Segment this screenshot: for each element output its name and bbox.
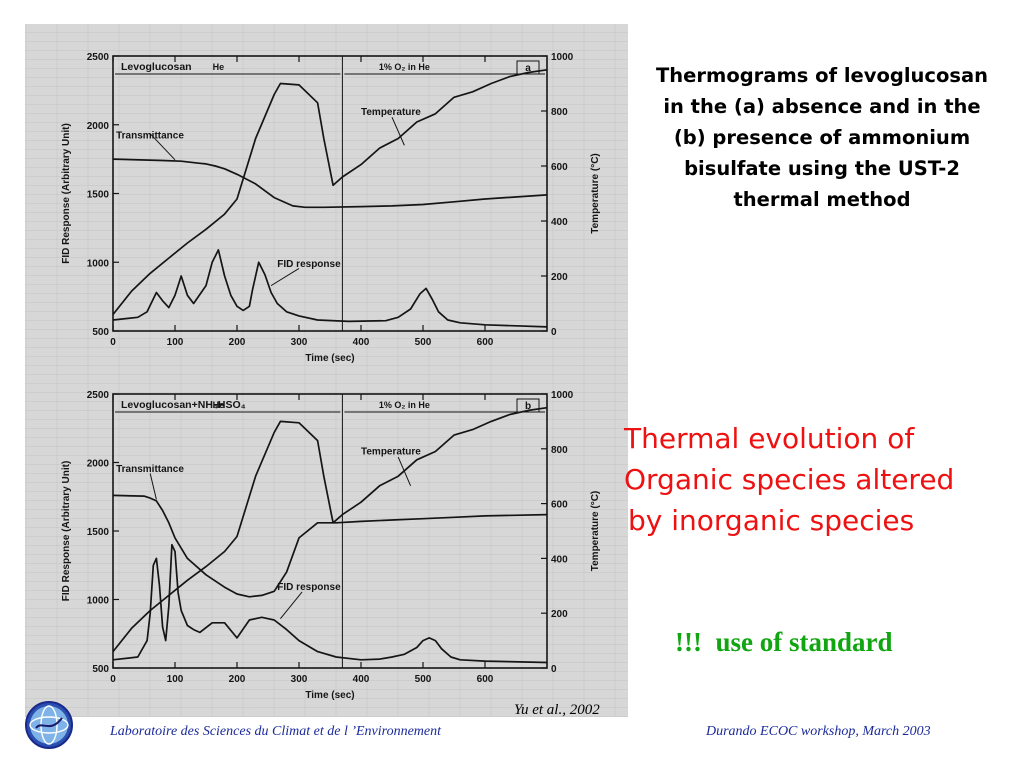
- panel-a-x-tick-label: 300: [291, 337, 308, 348]
- panel-b-y-tick-label: 2000: [87, 459, 110, 470]
- citation: Yu et al., 2002: [514, 702, 600, 718]
- panel-b-series-fid-response-line: [112, 543, 548, 664]
- panel-a-annotation-transmittance: Transmittance: [116, 131, 184, 142]
- footer-event: Durando ECOC workshop, March 2003: [706, 724, 931, 739]
- title-line-4: bisulfate using the UST-2: [684, 157, 960, 180]
- panel-b-y2-tick-label: 0: [551, 664, 557, 675]
- panel-a-annotation-fid-response: FID response: [277, 259, 341, 270]
- panel-a-y2-tick-label: 200: [551, 272, 568, 283]
- panel-b-y-tick-label: 2500: [87, 390, 110, 401]
- panel-b-panel-letter-box: [516, 398, 540, 413]
- panel-a-series-fid-response-line: [112, 249, 548, 328]
- panel-a-annotation-pointer: [270, 268, 300, 287]
- panel-b-x-tick-label: 500: [415, 674, 432, 685]
- panel-b-y2-tick-label: 200: [551, 609, 568, 620]
- panel-b-x-tick-label: 0: [110, 674, 116, 685]
- panel-b-y2-tick-label: 800: [551, 445, 568, 456]
- panel-b-he-phase-label: He: [213, 400, 225, 410]
- panel-a-x-tick-label: 400: [353, 337, 370, 348]
- panel-a-panel-letter-box: [516, 60, 540, 75]
- panel-a-x-tick-label: 500: [415, 337, 432, 348]
- panel-b-y-tick-label: 1500: [87, 527, 110, 538]
- panel-a-annotation-temperature: Temperature: [361, 107, 421, 118]
- panel-b-series-transmittance-line: [112, 494, 548, 598]
- panel-a-series-temperature-line: [112, 68, 548, 316]
- key-message-line-1: Thermal evolution of: [624, 422, 915, 455]
- panel-a-he-phase-label: He: [213, 62, 225, 72]
- panel-b-y2-axis-label: Temperature (°C): [590, 491, 601, 572]
- panel-b-series-temperature-line: [112, 406, 548, 653]
- standard-note: !!! use of standard: [675, 627, 893, 657]
- panel-a-y2-tick-label: 0: [551, 327, 557, 338]
- panel-b-annotation-fid-response: FID response: [277, 582, 341, 593]
- panel-b-y-axis-label: FID Response (Arbitrary Unit): [61, 461, 72, 602]
- panel-a-x-tick-label: 600: [477, 337, 494, 348]
- panel-a-plot-frame: [112, 55, 548, 332]
- thermogram-figure: 0 100 200 300 400 500 600500100015002000250002…: [61, 52, 601, 701]
- panel-b-y-tick-label: 500: [92, 664, 109, 675]
- panel-a-x-tick-label: 0: [110, 337, 116, 348]
- panel-a-x-tick-label: 200: [229, 337, 246, 348]
- panel-b-annotation-transmittance: Transmittance: [116, 464, 184, 475]
- panel-b-x-tick-label: 200: [229, 674, 246, 685]
- lsce-globe-logo-icon: [25, 701, 73, 749]
- panel-b-annotation-pointer: [280, 591, 303, 619]
- panel-a-o2-phase-label: 1% O₂ in He: [379, 62, 430, 72]
- scan-paper-texture: [25, 24, 628, 717]
- panel-a-annotation-pointer: [391, 116, 405, 146]
- panel-a-y2-tick-label: 800: [551, 107, 568, 118]
- panel-a-y2-tick-label: 400: [551, 217, 568, 228]
- panel-a-x-axis-label: Time (sec): [305, 353, 354, 364]
- key-message: Thermal evolution of Organic species alt…: [624, 418, 1024, 541]
- title-line-2: in the (a) absence and in the: [663, 95, 981, 118]
- panel-b-x-axis-label: Time (sec): [305, 690, 354, 701]
- panel-a-y2-tick-label: 600: [551, 162, 568, 173]
- panel-b-y2-tick-label: 600: [551, 500, 568, 511]
- panel-b-annotation-pointer: [397, 456, 412, 486]
- panel-a-y-tick-label: 1000: [87, 258, 110, 269]
- panel-a-y-axis-label: FID Response (Arbitrary Unit): [61, 123, 72, 264]
- panel-a-annotation-pointer: [149, 133, 176, 161]
- footer-lab-name: Laboratoire des Sciences du Climat et de…: [110, 724, 442, 739]
- panel-b-y-tick-label: 1000: [87, 596, 110, 607]
- panel-a-sample-label: Levoglucosan: [121, 61, 192, 73]
- panel-b-y2-tick-label: 1000: [551, 390, 574, 401]
- slide-title: Thermograms of levoglucosan in the (a) a…: [632, 60, 1012, 215]
- panel-a-x-tick-label: 100: [167, 337, 184, 348]
- panel-a-y2-axis-label: Temperature (°C): [590, 153, 601, 234]
- panel-b-plot-frame: [112, 393, 548, 669]
- panel-b-x-tick-label: 400: [353, 674, 370, 685]
- scanned-figure: 0 100 200 300 400 500 600 500 1000 1500 2000 2500 0 2…: [25, 24, 628, 717]
- panel-b-panel-letter: b: [525, 401, 531, 412]
- panel-a-y-tick-label: 2500: [87, 52, 110, 63]
- title-line-5: thermal method: [733, 188, 911, 211]
- panel-a-y-tick-label: 1500: [87, 190, 110, 201]
- panel-b-x-tick-label: 300: [291, 674, 308, 685]
- panel-a-y2-tick-label: 1000: [551, 52, 574, 63]
- panel-b-y2-tick-label: 400: [551, 554, 568, 565]
- panel-b-x-tick-label: 100: [167, 674, 184, 685]
- panel-b-annotation-pointer: [149, 473, 157, 500]
- panel-a-y-tick-label: 500: [92, 327, 109, 338]
- panel-b-x-tick-label: 600: [477, 674, 494, 685]
- title-line-3: (b) presence of ammonium: [673, 126, 971, 149]
- title-line-1: Thermograms of levoglucosan: [655, 64, 988, 87]
- panel-a-panel-letter: a: [525, 63, 531, 74]
- panel-b-o2-phase-label: 1% O₂ in He: [379, 400, 430, 410]
- key-message-line-2: Organic species altered: [624, 463, 955, 496]
- panel-b-annotation-temperature: Temperature: [361, 446, 421, 457]
- panel-a-series-transmittance-line: [112, 158, 548, 209]
- panel-a-y-tick-label: 2000: [87, 121, 110, 132]
- panel-b-sample-label: Levoglucosan+NH₄HSO₄: [121, 399, 246, 411]
- key-message-line-3: by inorganic species: [628, 504, 915, 537]
